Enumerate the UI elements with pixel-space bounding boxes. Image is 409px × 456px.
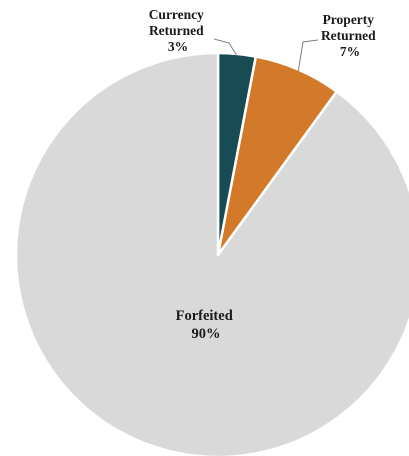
value-label: 3% (168, 39, 188, 54)
pie-slices (14, 51, 409, 456)
value-label: 90% (192, 326, 221, 342)
label-line: Returned (149, 23, 204, 38)
label-line: Property (323, 12, 375, 27)
leader-lines (213, 38, 319, 72)
slice-label-property-returned: Property Returned 7% (321, 12, 379, 59)
slice-label-forfeited: Forfeited 90% (176, 308, 237, 342)
slice-forfeited (14, 51, 409, 456)
label-line: Forfeited (176, 308, 233, 324)
leader-line-property-returned (297, 39, 319, 72)
label-line: Currency (149, 7, 204, 22)
svg-text:Property Returned: Property Returned 7% (321, 12, 379, 59)
leader-line-currency-returned (213, 38, 238, 57)
svg-text:Forfeited 90%: Forfeited 90% (176, 308, 237, 342)
label-line: Returned (321, 28, 376, 43)
slice-label-currency-returned: Currency Returned 3% (149, 7, 208, 54)
svg-text:Currency Returned: Currency Returned 3% (149, 7, 208, 54)
value-label: 7% (340, 44, 360, 59)
